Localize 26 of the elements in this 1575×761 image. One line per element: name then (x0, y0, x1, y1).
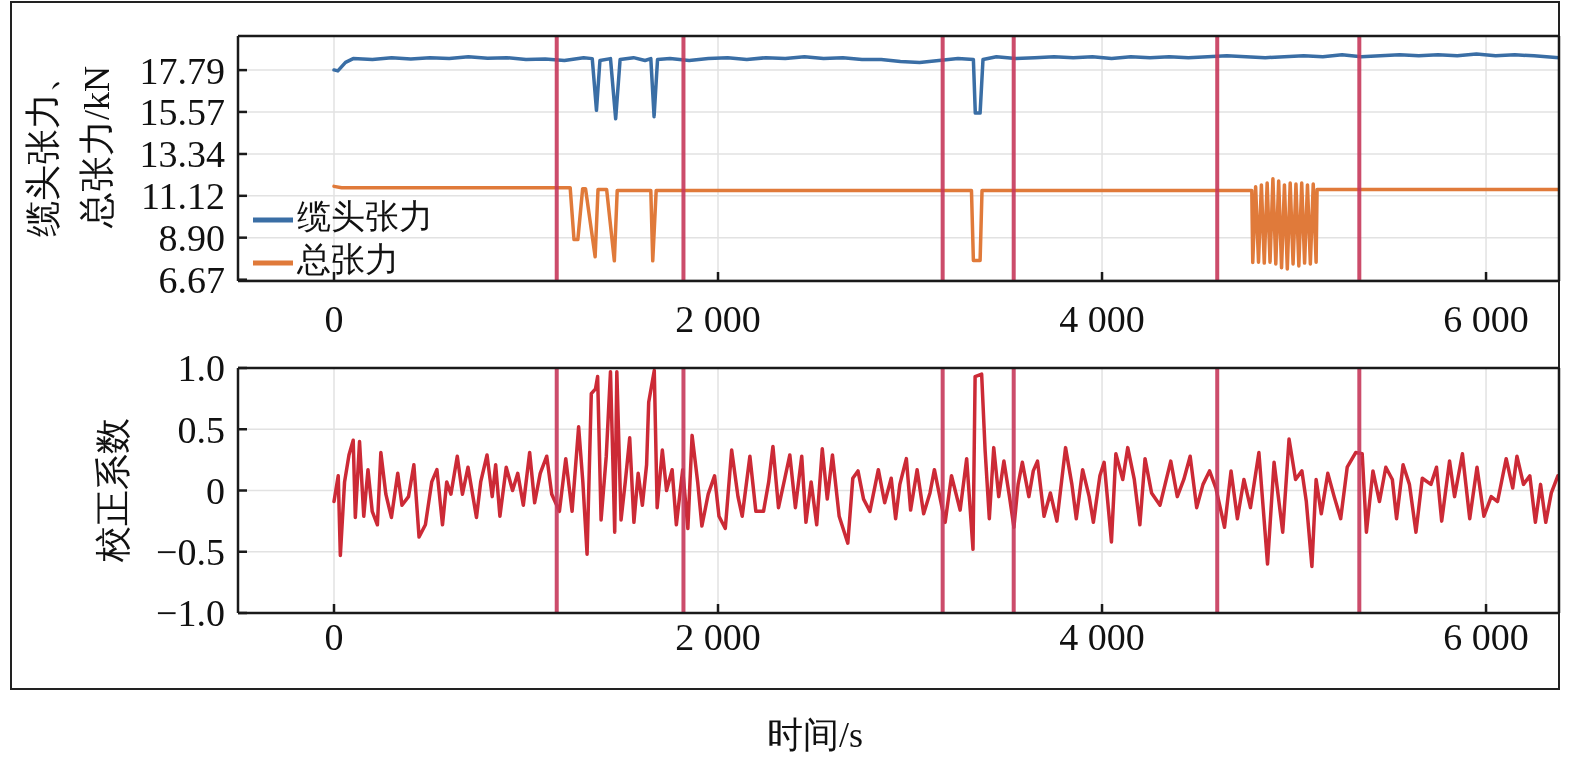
y-tick-label: 8.90 (158, 217, 225, 260)
y-axis-title: 缆头张力、总张力/kN (22, 56, 118, 239)
x-tick-label: 4 000 (1059, 615, 1145, 658)
y-tick-label: 13.34 (139, 133, 225, 176)
y-tick-label: −0.5 (156, 531, 225, 574)
y-tick-label: −1.0 (156, 592, 225, 635)
legend-label: 总张力 (297, 241, 399, 279)
y-tick-label: 17.79 (139, 49, 225, 92)
y-tick-label: 1.0 (177, 347, 225, 390)
x-tick-label: 6 000 (1443, 297, 1529, 340)
y-tick-label: 15.57 (139, 91, 225, 134)
x-tick-label: 2 000 (675, 297, 761, 340)
y-tick-label: 0 (206, 469, 225, 512)
x-tick-label: 4 000 (1059, 297, 1145, 340)
x-tick-label: 0 (324, 615, 344, 658)
line-series (332, 52, 1559, 121)
y-tick-label: 11.12 (140, 175, 225, 218)
x-tick-label: 0 (324, 297, 344, 340)
y-axis-title: 校正系数 (92, 417, 134, 564)
legend-label: 缆头张力 (297, 198, 433, 235)
x-tick-label: 2 000 (675, 615, 761, 658)
y-tick-label: 6.67 (158, 259, 225, 302)
x-axis-title: 时间/s (766, 713, 864, 757)
x-tick-label: 6 000 (1443, 615, 1529, 658)
line-series (332, 368, 1559, 569)
y-tick-label: 0.5 (177, 408, 225, 451)
